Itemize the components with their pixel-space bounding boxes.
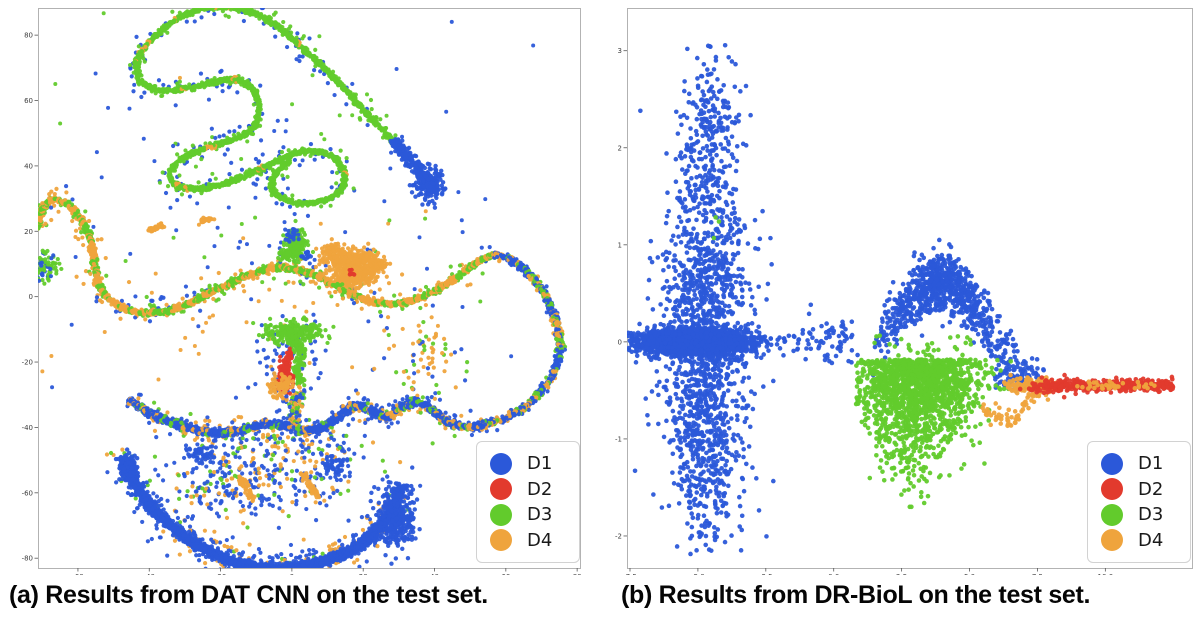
legend-a: D1 D2 D3 D4 bbox=[476, 441, 580, 563]
legend-item-d4: D4 bbox=[490, 528, 579, 554]
legend-swatch-d4 bbox=[490, 529, 512, 552]
legend-item-d1: D1 bbox=[1101, 451, 1190, 477]
legend-item-d3: D3 bbox=[1101, 502, 1190, 528]
legend-swatch-d4 bbox=[1101, 529, 1123, 552]
legend-label: D1 bbox=[527, 453, 553, 475]
caption-a: (a) Results from DAT CNN on the test set… bbox=[9, 581, 488, 609]
legend-item-d4: D4 bbox=[1101, 528, 1190, 554]
legend-swatch-d1 bbox=[1101, 452, 1123, 475]
legend-label: D4 bbox=[527, 529, 553, 551]
legend-label: D4 bbox=[1138, 529, 1164, 551]
caption-b: (b) Results from DR-BioL on the test set… bbox=[621, 581, 1091, 609]
legend-item-d3: D3 bbox=[490, 502, 579, 528]
legend-swatch-d1 bbox=[490, 452, 512, 475]
legend-label: D2 bbox=[527, 478, 553, 500]
legend-label: D3 bbox=[1138, 504, 1164, 526]
legend-swatch-d2 bbox=[490, 478, 512, 501]
legend-label: D1 bbox=[1138, 453, 1164, 475]
legend-swatch-d2 bbox=[1101, 478, 1123, 501]
legend-b: D1 D2 D3 D4 bbox=[1087, 441, 1191, 563]
legend-swatch-d3 bbox=[1101, 503, 1123, 526]
legend-item-d2: D2 bbox=[490, 477, 579, 503]
legend-item-d1: D1 bbox=[490, 451, 579, 477]
legend-swatch-d3 bbox=[490, 503, 512, 526]
legend-item-d2: D2 bbox=[1101, 477, 1190, 503]
legend-label: D3 bbox=[527, 504, 553, 526]
legend-label: D2 bbox=[1138, 478, 1164, 500]
